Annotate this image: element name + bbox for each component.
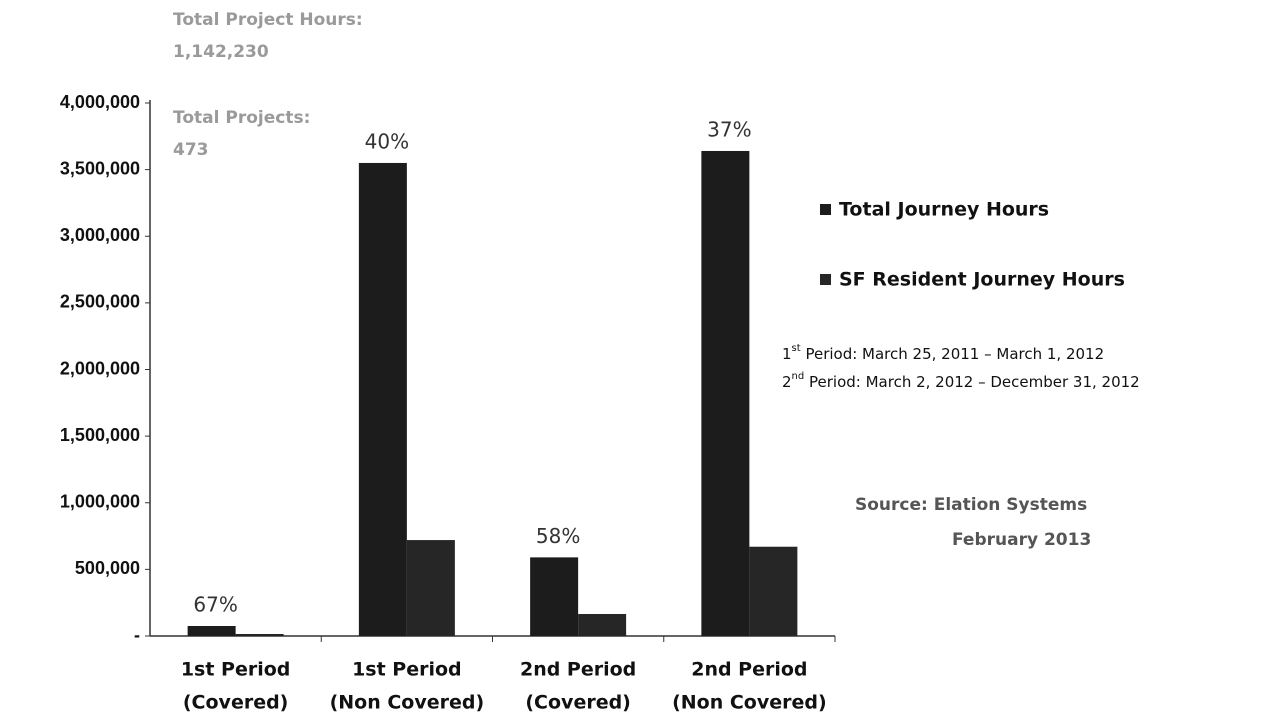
percent-label: 67%	[193, 593, 237, 617]
x-tick-label: (Non Covered)	[672, 692, 827, 714]
note-text: Period: March 25, 2011 – March 1, 2012	[801, 345, 1104, 363]
bar	[530, 557, 579, 636]
percent-label: 37%	[707, 117, 751, 141]
total-hours-label: Total Project Hours:	[173, 10, 363, 30]
legend-label: SF Resident Journey Hours	[839, 269, 1125, 291]
legend-label: Total Journey Hours	[839, 199, 1049, 221]
y-tick-label: 3,500,000	[60, 158, 140, 178]
y-tick-label: 500,000	[75, 558, 140, 578]
x-tick-label: 1st Period	[181, 659, 291, 681]
x-tick-label: 2nd Period	[691, 659, 807, 681]
x-tick-label: 2nd Period	[520, 659, 636, 681]
legend-swatch	[820, 204, 831, 215]
bar	[578, 614, 627, 636]
total-hours: 1,142,230	[173, 42, 269, 62]
legend-swatch	[820, 274, 831, 285]
total-projects: 473	[173, 140, 209, 160]
bar	[701, 150, 750, 636]
bar	[406, 540, 455, 636]
note-text: Period: March 2, 2012 – December 31, 201…	[804, 373, 1140, 391]
y-tick-label: 1,000,000	[60, 492, 140, 512]
source-date: February 2013	[952, 530, 1091, 550]
period-note: 2nd Period: March 2, 2012 – December 31,…	[782, 371, 1140, 391]
percent-label: 58%	[536, 524, 580, 548]
x-tick-label: (Covered)	[525, 692, 631, 714]
y-tick-label: 2,000,000	[60, 358, 140, 378]
percent-label: 40%	[365, 129, 409, 153]
bar	[358, 162, 407, 636]
note-suffix: nd	[792, 371, 805, 382]
y-tick-label: 1,500,000	[60, 425, 140, 445]
x-tick-label: (Covered)	[183, 692, 289, 714]
note-number: 1	[782, 345, 792, 363]
y-tick-label: 2,500,000	[60, 292, 140, 312]
note-number: 2	[782, 373, 792, 391]
period-note: 1st Period: March 25, 2011 – March 1, 20…	[782, 343, 1104, 363]
source: Source: Elation Systems	[855, 495, 1087, 515]
y-tick-label: 3,000,000	[60, 225, 140, 245]
total-projects-label: Total Projects:	[173, 108, 310, 128]
note-suffix: st	[792, 343, 801, 354]
y-tick-label: -	[134, 625, 140, 645]
bar	[749, 546, 798, 636]
bar	[235, 634, 284, 636]
y-tick-label: 4,000,000	[60, 92, 140, 112]
x-tick-label: (Non Covered)	[330, 692, 485, 714]
x-tick-label: 1st Period	[352, 659, 462, 681]
bar	[187, 626, 236, 636]
